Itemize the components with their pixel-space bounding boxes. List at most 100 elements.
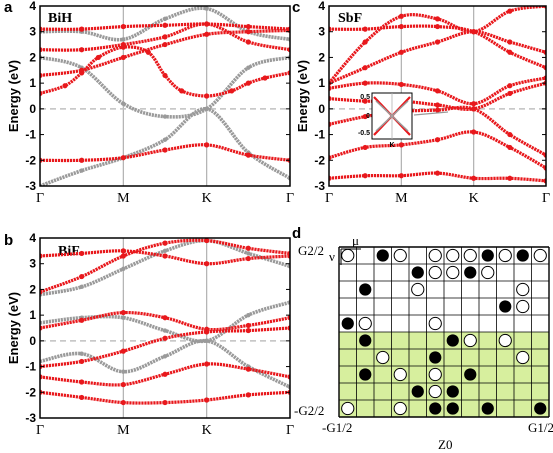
- band-point: [162, 114, 168, 119]
- band-point: [79, 157, 85, 163]
- band-point: [507, 39, 513, 45]
- band-point: [62, 83, 68, 89]
- band-gray-5: [40, 107, 290, 186]
- open-site: [516, 350, 530, 365]
- band-point: [95, 54, 101, 61]
- ytick-label: -3: [314, 179, 325, 193]
- filled-site: [534, 402, 547, 415]
- band-point: [204, 142, 210, 148]
- bands-group: [40, 6, 290, 186]
- band-point: [79, 284, 84, 290]
- open-site: [358, 316, 372, 331]
- band-point: [79, 168, 84, 173]
- band-point: [162, 354, 168, 359]
- band-point: [204, 326, 210, 332]
- inset-xtick-label: K: [389, 142, 394, 149]
- ytick-label: -1: [314, 128, 325, 142]
- band-point: [245, 327, 251, 334]
- band-point: [204, 31, 210, 37]
- open-site: [533, 248, 547, 263]
- band-point: [204, 106, 209, 112]
- band-point: [398, 49, 404, 55]
- band-point: [79, 394, 85, 401]
- ytick-label: -3: [25, 411, 36, 425]
- plot-frame: [39, 237, 291, 419]
- ytick-label: 4: [29, 231, 36, 245]
- band-point: [507, 90, 513, 97]
- g1-right-label: G1/2: [528, 420, 553, 435]
- band-point: [398, 13, 404, 19]
- band-point: [79, 67, 85, 73]
- open-site: [446, 248, 460, 263]
- ytick-label: 0: [318, 102, 325, 116]
- band-point: [434, 88, 441, 94]
- band-point: [434, 137, 441, 143]
- kpoint-label: K: [202, 191, 212, 206]
- band-point: [121, 266, 126, 272]
- filled-site: [359, 334, 372, 347]
- material-label: BiF: [58, 244, 80, 259]
- ytick-label: 2: [29, 50, 36, 64]
- ytick-label: -1: [25, 128, 36, 142]
- band-point: [362, 26, 368, 32]
- band-point: [179, 88, 185, 94]
- band-point: [398, 173, 404, 179]
- filled-site: [429, 351, 442, 364]
- ytick-label: -1: [25, 360, 36, 374]
- inset-ytick-label: 0: [366, 113, 370, 120]
- band-gray-6: [40, 55, 290, 119]
- ytick-label: -3: [25, 179, 36, 193]
- band-point: [79, 351, 84, 356]
- open-site: [428, 265, 442, 280]
- band-point: [471, 29, 477, 35]
- band-point: [79, 26, 85, 32]
- material-label: SbF: [338, 11, 362, 26]
- open-site: [463, 248, 477, 263]
- band-point: [120, 381, 126, 388]
- band-point: [434, 107, 441, 113]
- ytick-label: 3: [29, 257, 36, 271]
- filled-site: [411, 266, 424, 279]
- band-point: [362, 144, 368, 151]
- band-point: [362, 39, 368, 45]
- kpoint-label: Γ: [325, 191, 333, 206]
- panel-label: a: [4, 0, 13, 16]
- ytick-label: 0: [29, 334, 36, 348]
- band-point: [434, 170, 441, 176]
- band-point: [245, 39, 251, 45]
- ytick-label: 3: [318, 25, 325, 39]
- plot-frame: [328, 5, 547, 187]
- material-label: BiH: [48, 11, 72, 26]
- ytick-label: -2: [25, 153, 36, 167]
- open-site: [393, 401, 407, 416]
- band-point: [162, 16, 168, 22]
- open-site: [428, 248, 442, 263]
- filled-site: [499, 300, 512, 313]
- band-point: [245, 255, 251, 262]
- filled-site: [446, 334, 459, 347]
- band-point: [121, 369, 126, 374]
- kpoint-label: M: [117, 423, 130, 438]
- band-point: [398, 81, 404, 88]
- filled-site: [481, 249, 494, 262]
- band-red-0: [40, 326, 290, 369]
- kpoint-label: Γ: [542, 191, 550, 206]
- band-point: [229, 88, 235, 94]
- band-point: [162, 328, 168, 333]
- band-point: [471, 175, 477, 181]
- band-point: [245, 23, 251, 30]
- band-point: [162, 34, 168, 40]
- filled-site: [359, 368, 372, 381]
- ytick-label: 2: [318, 50, 325, 64]
- band-point: [121, 37, 126, 42]
- band-point: [362, 65, 368, 71]
- band-point: [245, 245, 251, 251]
- band-point: [204, 6, 209, 11]
- band-point: [245, 322, 251, 329]
- band-point: [245, 392, 251, 398]
- band-point: [246, 251, 251, 256]
- band-point: [398, 142, 404, 148]
- filled-site: [359, 283, 372, 296]
- band-point: [434, 16, 441, 22]
